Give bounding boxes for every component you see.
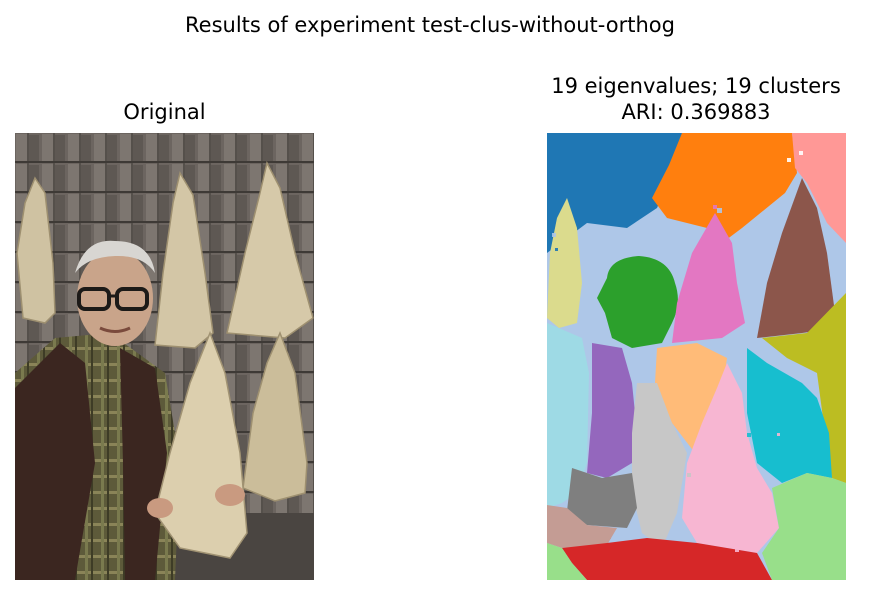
segment-region [762, 293, 846, 483]
segment-region [547, 323, 589, 508]
segment-region [747, 348, 832, 483]
segment-region [632, 383, 687, 548]
segmentation-title-line1: 19 eigenvalues; 19 clusters [551, 74, 841, 98]
segment-region [682, 363, 779, 553]
segment-region [587, 343, 637, 478]
segment-region [567, 468, 637, 528]
segment-region [655, 343, 727, 453]
segment-region [547, 505, 617, 548]
segment-region [792, 133, 846, 243]
segment-noise [552, 151, 803, 562]
figure-suptitle: Results of experiment test-clus-without-… [185, 13, 675, 37]
original-panel-title: Original [123, 100, 206, 124]
original-image [15, 133, 314, 580]
segmentation-panel-title: 19 eigenvalues; 19 clusters ARI: 0.36988… [500, 73, 883, 125]
segment-region [547, 133, 682, 253]
segmentation-title-line2: ARI: 0.369883 [621, 100, 771, 124]
segment-region [547, 198, 582, 328]
segment-region [762, 473, 846, 580]
segmentation-image [547, 133, 846, 580]
segment-region [597, 256, 678, 348]
segment-region [757, 178, 837, 338]
segment-region [652, 133, 797, 243]
segment-region [547, 543, 587, 580]
segment-region [672, 213, 745, 343]
segment-region [562, 538, 772, 580]
